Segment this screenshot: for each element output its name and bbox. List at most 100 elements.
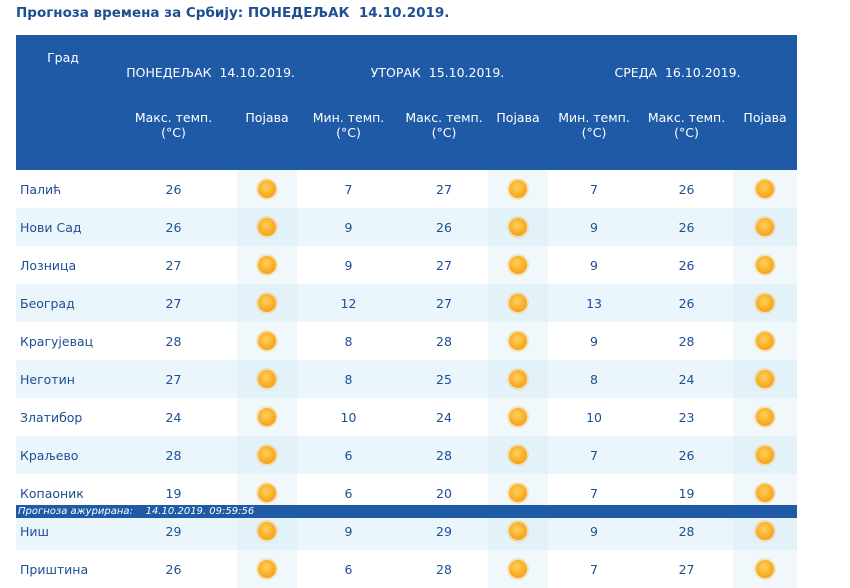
sun-icon: [756, 522, 775, 540]
sun-icon: [258, 294, 276, 312]
sun-icon: [756, 218, 775, 236]
sun-icon: [258, 218, 276, 236]
sun-icon: [509, 446, 528, 464]
phenomenon-cell: [488, 208, 549, 246]
phenomenon-cell: [733, 550, 798, 588]
sun-icon: [756, 180, 775, 198]
city-name: Приштина: [20, 561, 89, 577]
header-day-3: СРЕДА 16.10.2019. Мин. темп. (°C) Макс. те…: [548, 35, 798, 170]
temp-cell: 26: [640, 284, 734, 322]
city-name: Краљево: [16, 436, 110, 474]
temp-cell: 25: [400, 360, 488, 398]
sun-icon: [756, 256, 775, 274]
temp-cell: 27: [110, 284, 237, 322]
phenomenon-cell: [733, 436, 798, 474]
sun-icon: [258, 370, 276, 388]
table-row: Златибор 24 10 24 10 23: [16, 398, 798, 436]
city-name: Неготин: [16, 360, 110, 398]
temp-cell: 9: [548, 208, 641, 246]
temp-cell: 28: [436, 333, 452, 349]
temp-cell: 26: [640, 436, 734, 474]
sun-icon: [258, 560, 276, 578]
temp-cell: 28: [110, 436, 237, 474]
temp-cell: 26: [165, 561, 182, 577]
temp-cell: 26: [640, 208, 734, 246]
temp-cell: 10: [586, 409, 602, 425]
temp-cell: 10: [340, 409, 357, 425]
temp-cell: 12: [297, 284, 400, 322]
phenomenon-cell: [237, 436, 297, 474]
temp-cell: 9: [344, 257, 353, 273]
city-name: Копаоник: [20, 485, 84, 501]
phenomenon-cell: [237, 208, 297, 246]
temp-cell: 9: [590, 333, 598, 349]
temp-cell: 7: [590, 561, 598, 577]
phenomenon-cell: [488, 284, 549, 322]
city-name: Београд: [16, 284, 110, 322]
table-row: Нови Сад 26 9 26 9 26: [16, 208, 798, 246]
temp-cell: 24: [165, 409, 182, 425]
phenomenon-cell: [488, 360, 549, 398]
temp-cell: 24: [436, 409, 452, 425]
phenomenon-cell: [237, 246, 297, 284]
sun-icon: [509, 560, 528, 578]
sun-icon: [258, 180, 276, 198]
table-row: Београд 27 12 27 13 26: [16, 284, 798, 322]
table-row: Неготин 27 8 25 8 24: [16, 360, 798, 398]
temp-cell: 26: [110, 208, 237, 246]
city-name: Нови Сад: [16, 208, 110, 246]
temp-cell: 9: [297, 208, 400, 246]
sun-icon: [756, 294, 775, 312]
temp-cell: 7: [344, 181, 353, 197]
phenomenon-cell: [488, 398, 549, 436]
city-name: Палић: [20, 181, 62, 197]
header-day-2: УТОРАК 15.10.2019. Мин. темп. (°C) Макс. т…: [297, 35, 549, 170]
temp-cell: 28: [165, 333, 182, 349]
sun-icon: [509, 332, 528, 350]
sun-icon: [509, 218, 528, 236]
page-title: Прогноза времена за Србију: ПОНЕДЕЉАК 14…: [16, 5, 450, 21]
temp-cell: 8: [548, 360, 641, 398]
temp-cell: 19: [678, 485, 695, 501]
sun-icon: [756, 560, 775, 578]
temp-cell: 19: [165, 485, 182, 501]
city-name: Лозница: [20, 257, 77, 273]
temp-cell: 28: [436, 561, 452, 577]
sun-icon: [258, 446, 276, 464]
sun-icon: [509, 294, 528, 312]
footer-timestamp: 14.10.2019. 09:59:56: [145, 506, 255, 517]
temp-cell: 27: [165, 257, 182, 273]
phenomenon-cell: [733, 398, 798, 436]
sun-icon: [509, 408, 528, 426]
update-footer: Прогноза ажурирана: 14.10.2019. 09:59:56: [16, 505, 797, 518]
sun-icon: [509, 180, 528, 198]
temp-cell: 7: [590, 485, 598, 501]
table-row: Приштина 26 6 28 7 27: [16, 550, 798, 588]
phenomenon-cell: [237, 322, 297, 360]
phenomenon-cell: [488, 550, 549, 588]
city-name: Златибор: [20, 409, 83, 425]
temp-cell: 26: [678, 257, 695, 273]
table-row: Копаоник 19 6 20 7 19: [16, 474, 798, 512]
sun-icon: [258, 332, 276, 350]
table-row: Крагујевац 28 8 28 9 28: [16, 322, 798, 360]
phenomenon-cell: [488, 170, 549, 208]
temp-cell: 27: [436, 181, 452, 197]
phenomenon-cell: [237, 398, 297, 436]
phenomenon-cell: [237, 284, 297, 322]
temp-cell: 13: [548, 284, 641, 322]
sun-icon: [258, 256, 276, 274]
phenomenon-cell: [488, 322, 549, 360]
phenomenon-cell: [733, 170, 798, 208]
temp-cell: 20: [436, 485, 452, 501]
temp-cell: 26: [400, 208, 488, 246]
sun-icon: [756, 370, 775, 388]
temp-cell: 28: [678, 333, 695, 349]
sun-icon: [509, 256, 528, 274]
temp-cell: 8: [344, 333, 353, 349]
temp-cell: 6: [297, 436, 400, 474]
city-name: Крагујевац: [20, 333, 94, 349]
table-row: Краљево 28 6 28 7 26: [16, 436, 798, 474]
temp-cell: 24: [640, 360, 734, 398]
sun-icon: [756, 446, 775, 464]
